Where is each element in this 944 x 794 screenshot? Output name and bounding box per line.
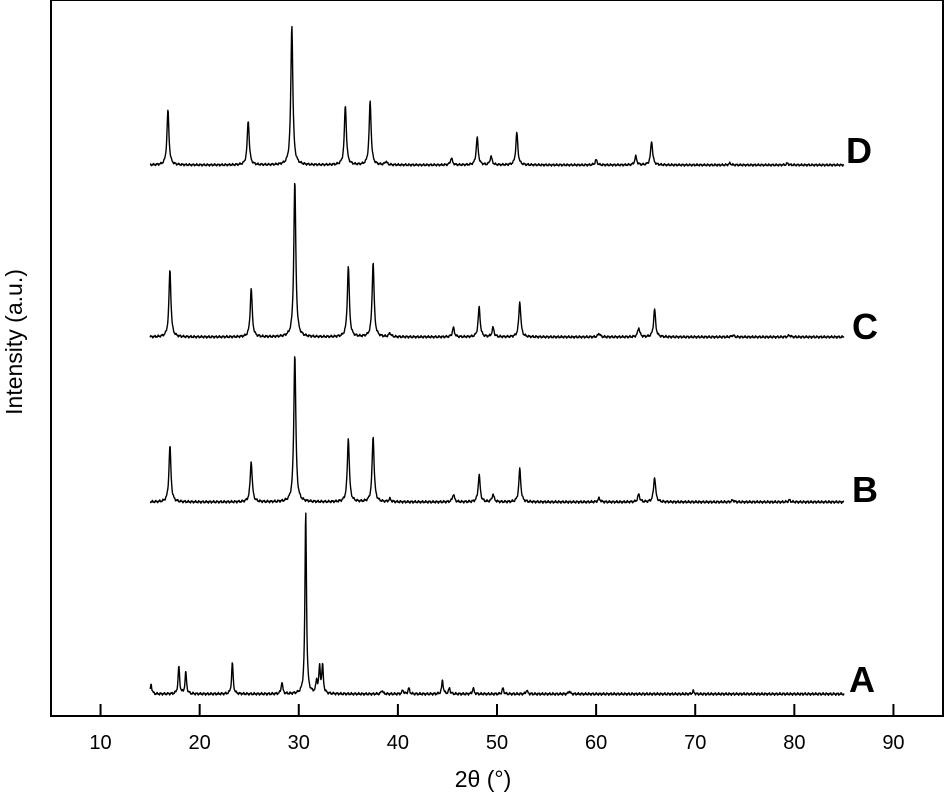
series-label-c: C [852,306,878,347]
plot-frame [50,0,944,717]
x-tick-label: 70 [684,732,706,754]
series-label-d: D [846,130,872,171]
series-label-a: A [849,659,875,700]
x-axis-title: 2θ (°) [455,766,512,792]
x-tick-label: 40 [387,732,409,754]
x-axis-ticks: 10 20 30 40 50 60 70 80 90 [89,704,905,754]
series-line-b [149,356,845,505]
x-tick-label: 90 [882,732,904,754]
series-label-b: B [852,469,878,510]
series-traces [149,25,845,697]
series-line-c [149,182,845,339]
x-tick-label: 30 [288,732,310,754]
x-tick-label: 20 [189,732,211,754]
x-tick-label: 60 [585,732,607,754]
series-line-a [149,512,845,697]
y-axis-title: Intensity (a.u.) [1,269,27,415]
x-tick-label: 80 [783,732,805,754]
series-labels: A B C D [846,130,878,700]
series-line-d [149,25,845,167]
x-tick-label: 50 [486,732,508,754]
x-tick-label: 10 [89,732,111,754]
